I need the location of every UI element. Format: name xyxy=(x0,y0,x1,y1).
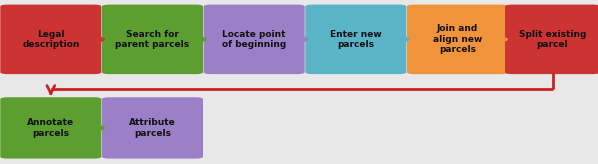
FancyBboxPatch shape xyxy=(505,5,598,74)
Text: Attribute
parcels: Attribute parcels xyxy=(129,118,176,138)
FancyBboxPatch shape xyxy=(102,5,203,74)
Text: Enter new
parcels: Enter new parcels xyxy=(330,30,382,49)
Text: Search for
parent parcels: Search for parent parcels xyxy=(115,30,190,49)
FancyBboxPatch shape xyxy=(1,5,101,74)
FancyBboxPatch shape xyxy=(203,5,304,74)
FancyBboxPatch shape xyxy=(102,97,203,159)
FancyBboxPatch shape xyxy=(305,5,407,74)
FancyBboxPatch shape xyxy=(1,97,101,159)
FancyBboxPatch shape xyxy=(407,5,508,74)
Text: Join and
align new
parcels: Join and align new parcels xyxy=(433,24,482,54)
Text: Split existing
parcel: Split existing parcel xyxy=(519,30,586,49)
Text: Annotate
parcels: Annotate parcels xyxy=(28,118,74,138)
Text: Locate point
of beginning: Locate point of beginning xyxy=(222,30,286,49)
Text: Legal
description: Legal description xyxy=(22,30,80,49)
